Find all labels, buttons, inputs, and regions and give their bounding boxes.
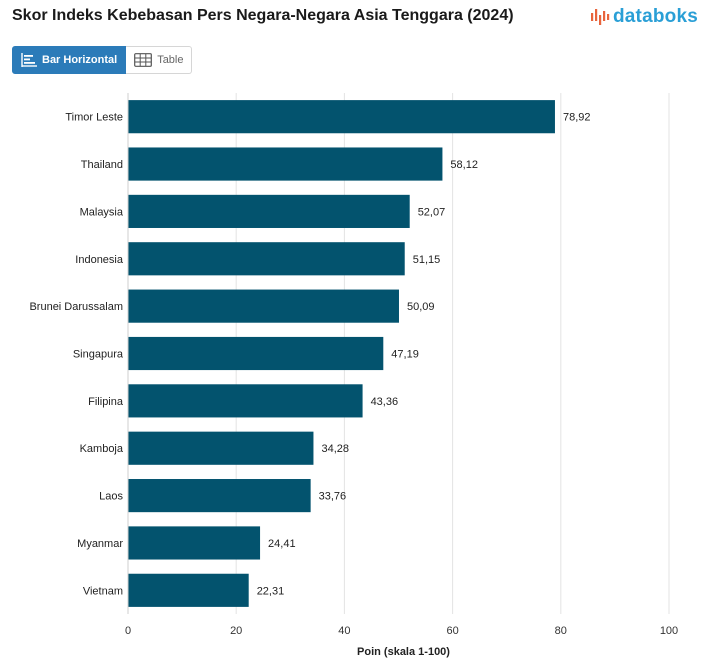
category-label: Brunei Darussalam bbox=[29, 301, 123, 313]
category-label: Kamboja bbox=[80, 443, 124, 455]
data-label: 52,07 bbox=[418, 206, 446, 218]
bar bbox=[128, 431, 314, 465]
data-label: 51,15 bbox=[413, 254, 441, 266]
databoks-logo-icon bbox=[590, 9, 610, 25]
x-tick-label: 40 bbox=[338, 625, 350, 637]
data-label: 47,19 bbox=[391, 349, 419, 361]
logo-text: databoks bbox=[612, 6, 698, 27]
databoks-logo: databoks bbox=[590, 6, 698, 28]
bar bbox=[128, 147, 443, 181]
data-label: 34,28 bbox=[321, 443, 349, 455]
bar bbox=[128, 573, 249, 607]
category-label: Thailand bbox=[81, 159, 123, 171]
bar bbox=[128, 289, 399, 323]
bar bbox=[128, 242, 405, 276]
tab-table[interactable]: Table bbox=[126, 46, 193, 74]
category-label: Malaysia bbox=[80, 206, 124, 218]
x-tick-label: 80 bbox=[555, 625, 567, 637]
category-label: Vietnam bbox=[83, 585, 123, 597]
data-label: 22,31 bbox=[257, 585, 285, 597]
category-label: Laos bbox=[99, 491, 123, 503]
x-tick-label: 0 bbox=[125, 625, 131, 637]
category-label: Indonesia bbox=[75, 254, 124, 266]
tab-bar-horizontal-label: Bar Horizontal bbox=[42, 54, 118, 66]
x-tick-label: 60 bbox=[446, 625, 458, 637]
data-label: 58,12 bbox=[450, 159, 478, 171]
table-icon bbox=[134, 53, 153, 67]
bar bbox=[128, 479, 311, 513]
x-axis-label: Poin (skala 1-100) bbox=[357, 646, 450, 658]
category-label: Singapura bbox=[73, 349, 124, 361]
bar-horizontal-icon bbox=[21, 53, 37, 67]
data-label: 33,76 bbox=[319, 491, 347, 503]
bar bbox=[128, 384, 363, 418]
bar bbox=[128, 526, 261, 560]
bar bbox=[128, 194, 410, 228]
chart-title: Skor Indeks Kebebasan Pers Negara-Negara… bbox=[12, 7, 514, 24]
category-label: Filipina bbox=[88, 396, 124, 408]
category-label: Myanmar bbox=[77, 538, 123, 550]
category-label: Timor Leste bbox=[65, 112, 123, 124]
data-label: 50,09 bbox=[407, 301, 435, 313]
tab-table-label: Table bbox=[157, 54, 184, 66]
x-tick-label: 100 bbox=[660, 625, 678, 637]
x-tick-label: 20 bbox=[230, 625, 242, 637]
bar bbox=[128, 336, 384, 371]
data-label: 43,36 bbox=[371, 396, 399, 408]
bar bbox=[128, 100, 555, 134]
chart-view-tabs: Bar Horizontal Table bbox=[12, 46, 193, 74]
data-label: 24,41 bbox=[268, 538, 296, 550]
tab-bar-horizontal[interactable]: Bar Horizontal bbox=[12, 46, 127, 74]
data-label: 78,92 bbox=[563, 112, 591, 124]
